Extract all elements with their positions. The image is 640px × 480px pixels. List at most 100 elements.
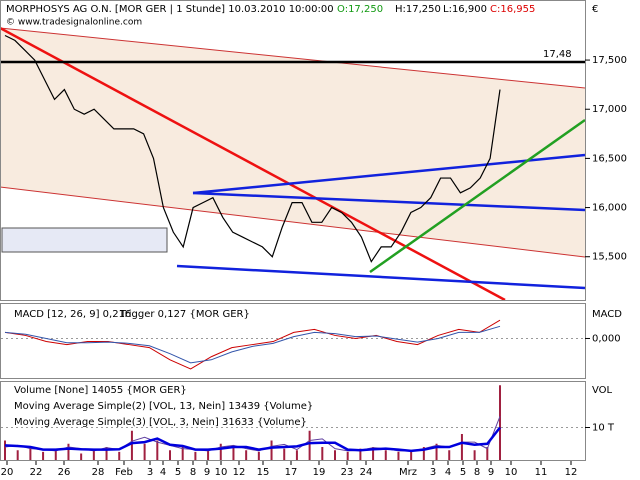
- volume-bar: [143, 443, 146, 460]
- volume-bar: [130, 430, 133, 460]
- trend-line: [192, 191, 586, 212]
- x-tick-label: 12: [233, 467, 246, 478]
- volume-bar: [92, 448, 95, 460]
- info-box: [1, 227, 168, 253]
- x-tick-label: Mrz: [399, 467, 417, 478]
- volume-bar: [372, 447, 375, 460]
- volume-bar: [16, 450, 19, 460]
- level-label: 17,48: [543, 49, 572, 60]
- axis-label: MACD: [592, 309, 622, 320]
- volume-bar: [207, 450, 210, 460]
- y-tick-label: 17,000: [592, 104, 627, 115]
- quote-close: C:16,955: [490, 4, 535, 15]
- volume-bar: [219, 443, 222, 460]
- y-tick-label: 16,000: [592, 203, 627, 214]
- volume-bar: [295, 450, 298, 460]
- x-tick-label: 23: [341, 467, 354, 478]
- x-tick-label: 10: [215, 467, 228, 478]
- legend-entry: Moving Average Simple(2) [VOL, 13, Nein]…: [14, 401, 313, 412]
- x-tick-label: 9: [204, 467, 210, 478]
- channel-line: [0, 27, 586, 89]
- price-line: [4, 34, 501, 263]
- x-tick-label: Feb: [115, 467, 133, 478]
- currency: €: [592, 4, 598, 15]
- volume-bar: [105, 447, 108, 460]
- volume-bar: [435, 443, 438, 460]
- x-tick-label: 22: [30, 467, 43, 478]
- channel-fill: [0, 28, 585, 257]
- legend-entry: Trigger 0,127 {MOR GER}: [119, 309, 250, 320]
- trend-line: [176, 264, 586, 290]
- volume-bar: [473, 450, 476, 460]
- volume-bar: [422, 447, 425, 460]
- volume-bar: [321, 447, 324, 460]
- volume-bar: [410, 450, 413, 460]
- quote-low: L:16,900: [443, 4, 487, 15]
- volume-bar: [232, 447, 235, 460]
- volume-bar: [169, 450, 171, 460]
- volume-bar: [4, 440, 6, 460]
- volume-bar: [334, 450, 336, 460]
- x-tick-label: 17: [285, 467, 298, 478]
- channel-line: [0, 186, 586, 258]
- x-tick-label: 5: [175, 467, 181, 478]
- volume-bar: [118, 451, 121, 460]
- x-tick-label: 4: [445, 467, 451, 478]
- series-line: [4, 325, 501, 364]
- volume-bar: [194, 451, 197, 460]
- volume-bar: [156, 440, 159, 460]
- x-tick-label: 12: [565, 467, 578, 478]
- trend-line: [0, 26, 506, 302]
- legend-entry: Volume [None] 14055 {MOR GER}: [14, 385, 187, 396]
- x-tick-label: 8: [190, 467, 196, 478]
- x-tick-label: 3: [147, 467, 153, 478]
- x-tick-label: 3: [430, 467, 436, 478]
- volume-bar: [448, 450, 451, 460]
- x-tick-label: 15: [257, 467, 270, 478]
- header: MORPHOSYS AG O.N. [MOR GER | 1 Stunde] 1…: [6, 4, 622, 396]
- quote-open: O:17,250: [337, 4, 383, 15]
- legend-entry: Moving Average Simple(3) [VOL, 3, Nein] …: [14, 417, 307, 428]
- volume-bar: [346, 451, 349, 460]
- volume-panel: [0, 381, 586, 461]
- x-tick-label: 8: [474, 467, 480, 478]
- x-tick-label: 11: [535, 467, 548, 478]
- chart-title: MORPHOSYS AG O.N. [MOR GER | 1 Stunde] 1…: [6, 4, 334, 15]
- volume-bar: [67, 443, 70, 460]
- price-panel: [0, 0, 586, 301]
- volume-bar: [397, 451, 400, 460]
- legend-entry: MACD [12, 26, 9] 0,216: [14, 309, 131, 320]
- x-tick-label: 4: [160, 467, 166, 478]
- volume-bar: [257, 451, 260, 460]
- watermark: © www.tradesignalonline.com: [6, 18, 142, 28]
- x-tick-label: 5: [460, 467, 466, 478]
- x-tick-label: 24: [360, 467, 373, 478]
- y-tick-label: 10 T: [592, 423, 615, 434]
- volume-bar: [460, 434, 463, 460]
- macd-panel: [0, 303, 586, 379]
- volume-bar: [54, 450, 57, 460]
- volume-bar: [42, 451, 45, 460]
- volume-bar: [486, 447, 489, 460]
- volume-bar: [499, 385, 501, 460]
- series-line: [4, 319, 501, 370]
- volume-bar: [283, 448, 286, 460]
- volume-bar: [181, 447, 184, 460]
- x-tick-label: 10: [505, 467, 518, 478]
- volume-bar: [270, 440, 273, 460]
- x-tick-label: 19: [313, 467, 326, 478]
- axis-label: VOL: [592, 385, 613, 396]
- y-tick-label: 17,500: [592, 55, 627, 66]
- x-tick-label: 20: [1, 467, 14, 478]
- trend-line: [369, 118, 586, 274]
- volume-bar: [308, 430, 311, 460]
- volume-bar: [359, 448, 362, 460]
- x-tick-label: 9: [488, 467, 494, 478]
- y-tick-label: 16,500: [592, 153, 627, 164]
- x-tick-label: 28: [92, 467, 105, 478]
- volume-bar: [384, 450, 387, 460]
- quote-high: H:17,250: [395, 4, 441, 15]
- y-tick-label: 15,500: [592, 252, 627, 263]
- moving-average: [4, 426, 501, 453]
